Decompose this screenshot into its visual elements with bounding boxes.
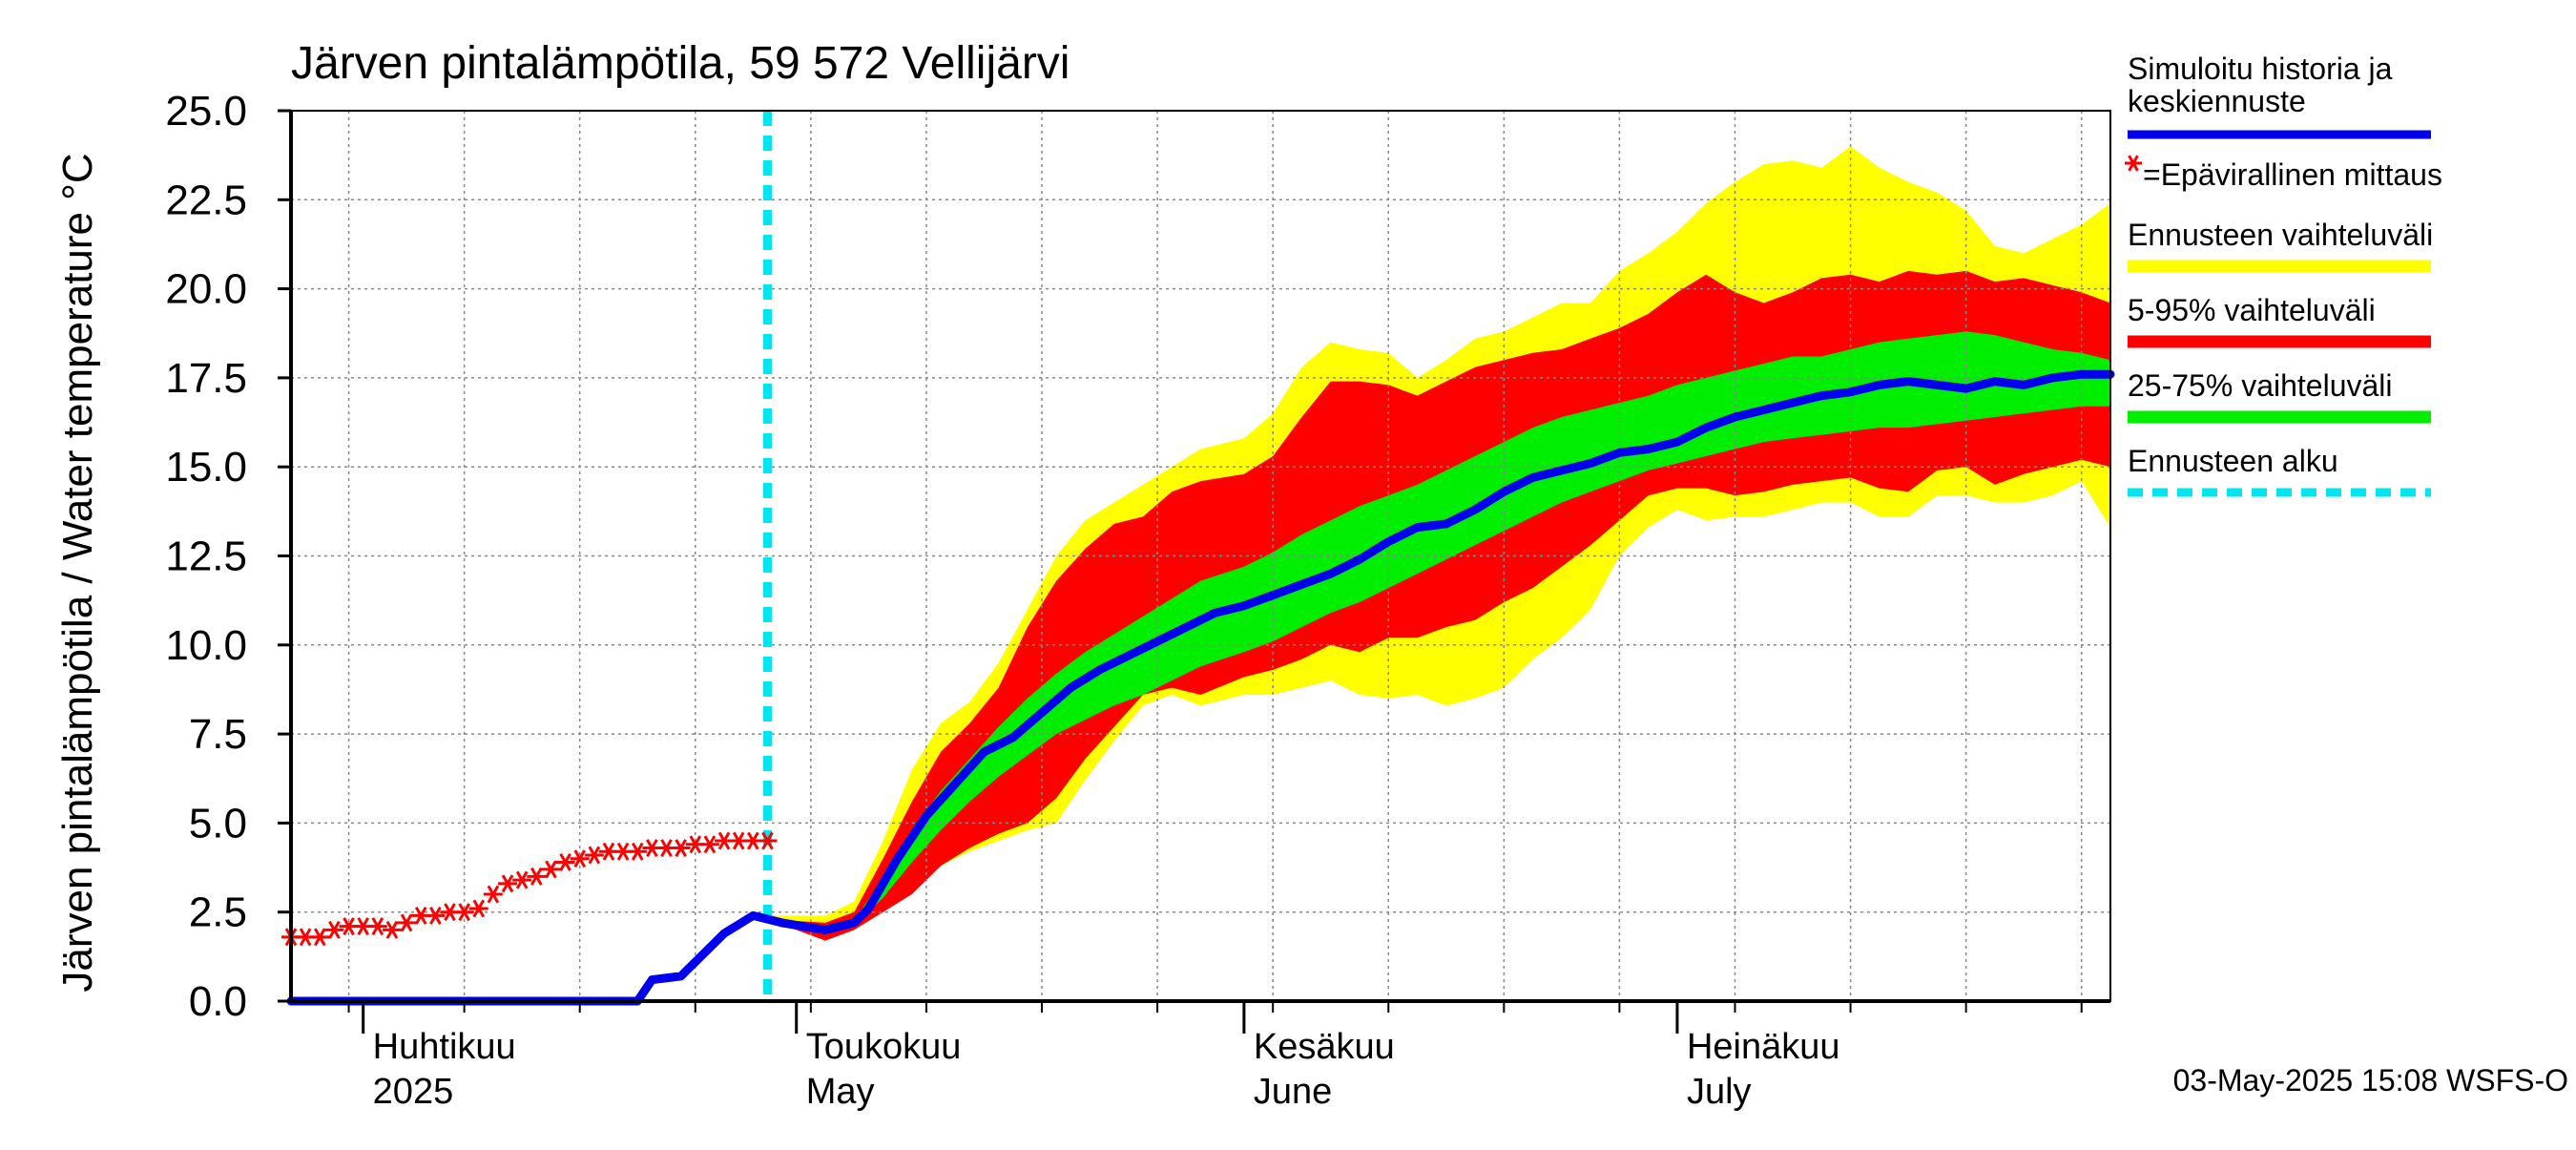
y-tick-label: 2.5	[189, 889, 247, 936]
measurement-point	[468, 899, 488, 918]
x-tick-label-month-en: May	[806, 1072, 875, 1112]
footer-timestamp: 03-May-2025 15:08 WSFS-O	[2173, 1063, 2568, 1098]
legend-label-continued: keskiennuste	[2128, 84, 2306, 118]
measurement-point	[512, 870, 532, 889]
forecast-bands	[767, 146, 2110, 941]
legend-label: Ennusteen alku	[2128, 444, 2338, 478]
measurement-point	[454, 903, 474, 922]
measurement-point	[527, 867, 547, 886]
y-tick-label: 15.0	[165, 444, 247, 491]
x-tick-label-month-fi: Heinäkuu	[1687, 1027, 1840, 1067]
legend-item-ennusteen-alku: Ennusteen alku	[2128, 444, 2431, 497]
measurement-point	[584, 846, 604, 865]
band-25-75-vaihteluv-li	[767, 331, 2110, 934]
series-ep-virallinen-mittaus	[281, 831, 778, 947]
y-tick-label: 22.5	[165, 177, 247, 223]
legend-label: Simuloitu historia ja	[2128, 52, 2393, 86]
legend-item-ennusteen-vaihteluv-li: Ennusteen vaihteluväli	[2128, 218, 2433, 273]
chart-title: Järven pintalämpötila, 59 572 Vellijärvi	[291, 38, 1070, 89]
measurement-point	[324, 920, 344, 939]
measurement-point	[397, 913, 417, 932]
legend-swatch-star	[2125, 155, 2142, 172]
y-tick-label: 20.0	[165, 266, 247, 313]
grid	[291, 111, 2110, 1001]
x-tick-label-month-fi: Toukokuu	[806, 1027, 962, 1067]
legend-item-ep-virallinen-mittaus: =Epävirallinen mittaus	[2125, 155, 2442, 192]
axes: 0.0 2.5 5.0 7.5 10.0 12.5 15.0 17.5 20.0 22.5 25.0…	[165, 88, 2111, 1112]
legend-item-25-75-vaihteluv-li: 25-75% vaihteluväli	[2128, 368, 2431, 424]
measurement-point	[483, 885, 503, 904]
measurement-point	[541, 860, 561, 879]
series-simuloitu-historia-ja-keskiennuste	[286, 369, 2115, 1006]
x-tick-label-month-en: July	[1687, 1072, 1752, 1112]
y-tick-label: 12.5	[165, 533, 247, 580]
y-tick-label: 10.0	[165, 622, 247, 669]
measurement-point	[555, 853, 575, 871]
measurement-point	[758, 831, 778, 850]
measurement-point	[382, 920, 402, 939]
measurement-point	[671, 839, 691, 857]
y-tick-label: 25.0	[165, 88, 247, 135]
x-tick-label-month-en: June	[1254, 1072, 1332, 1112]
measurement-point	[570, 849, 590, 868]
y-tick-label: 0.0	[189, 978, 247, 1025]
measurement-point	[628, 842, 648, 861]
measurement-point	[699, 835, 719, 854]
y-tick-label: 5.0	[189, 800, 247, 847]
x-tick-label-month-en: 2025	[373, 1072, 454, 1112]
y-tick-label: 7.5	[189, 711, 247, 758]
y-axis-label: Järven pintalämpötila / Water temperatur…	[54, 153, 101, 992]
measurement-point	[426, 906, 446, 925]
x-tick-label-month-fi: Huhtikuu	[373, 1027, 516, 1067]
legend-label: Ennusteen vaihteluväli	[2128, 218, 2433, 252]
measurement-point	[498, 874, 518, 893]
legend-item-5-95-vaihteluv-li: 5-95% vaihteluväli	[2128, 293, 2431, 348]
y-tick-label: 17.5	[165, 355, 247, 402]
legend-label: =Epävirallinen mittaus	[2143, 157, 2442, 192]
x-tick-label-month-fi: Kesäkuu	[1254, 1027, 1395, 1067]
legend-label: 5-95% vaihteluväli	[2128, 293, 2376, 327]
measurement-point	[367, 917, 387, 936]
legend-label: 25-75% vaihteluväli	[2128, 368, 2393, 403]
measurement-point	[310, 928, 330, 947]
series-layer	[281, 369, 2115, 1006]
